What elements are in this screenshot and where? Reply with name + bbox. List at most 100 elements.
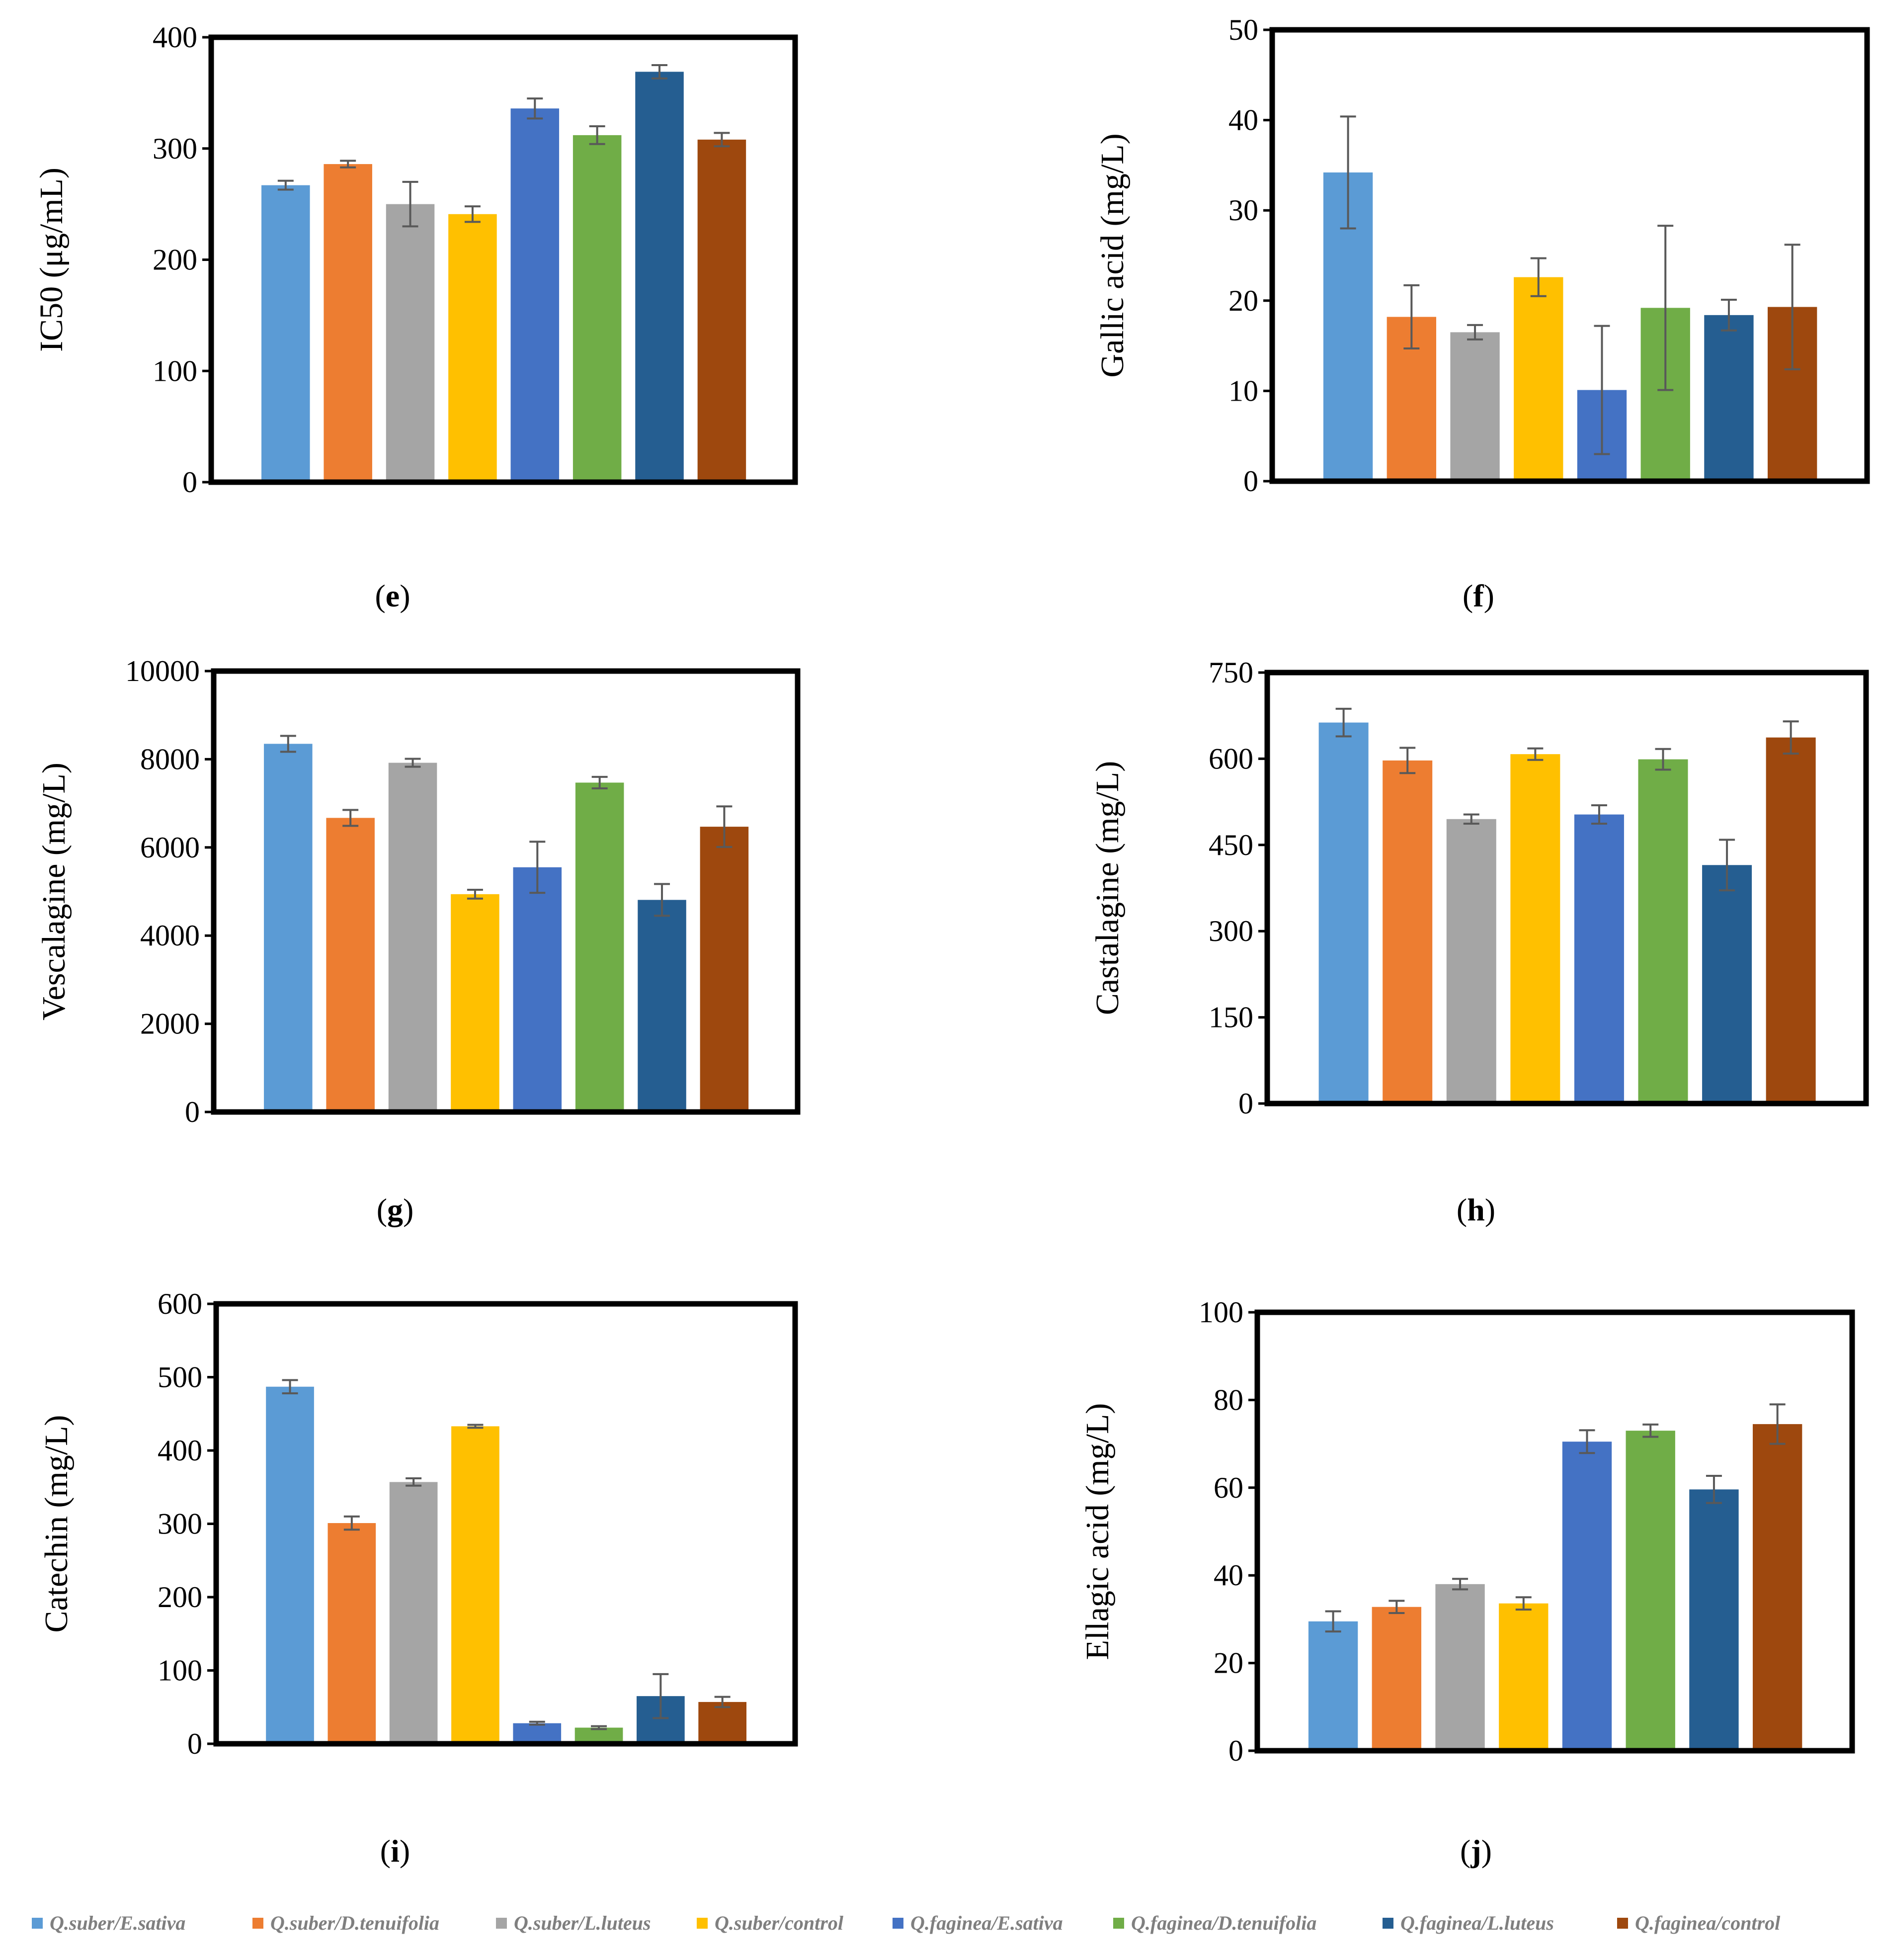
bar (697, 139, 746, 483)
y-tick-label: 10000 (125, 655, 200, 687)
bar (1752, 1424, 1802, 1751)
legend-swatch (1617, 1918, 1628, 1929)
legend-label: Q.faginea/D.tenuifolia (1131, 1912, 1316, 1934)
chart-panel-j: 0 20 40 60 80 100 Ellagic acid (mg/L) (j) (1079, 1296, 1855, 1869)
bar (1562, 1442, 1612, 1751)
bar (1318, 722, 1369, 1104)
bar (638, 900, 686, 1112)
bar (1766, 737, 1816, 1104)
y-tick-label: 80 (1214, 1383, 1243, 1416)
bar (1638, 759, 1688, 1104)
legend-swatch (893, 1918, 903, 1929)
y-tick-label: 400 (158, 1434, 202, 1467)
chart-panel-i: 0 100 200 300 400 500 600 Catechin (mg/L) (i) (38, 1287, 798, 1869)
bar (1372, 1607, 1422, 1751)
bar (1689, 1489, 1739, 1751)
legend-swatch (1383, 1918, 1393, 1929)
plot-frame (208, 34, 798, 485)
legend: Q.suber/E.sativa Q.suber/D.tenuifolia Q.… (32, 1912, 1781, 1934)
legend-label: Q.suber/D.tenuifolia (270, 1912, 439, 1934)
y-tick-label: 200 (153, 244, 197, 276)
legend-swatch (496, 1918, 507, 1929)
panel-label: (e) (375, 578, 410, 613)
y-axis-label: Catechin (mg/L) (38, 1415, 75, 1632)
legend-entry: Q.suber/E.sativa (32, 1912, 185, 1934)
bar (1446, 819, 1496, 1104)
bar (635, 72, 684, 483)
panel-label: (h) (1457, 1192, 1495, 1227)
bar (1626, 1431, 1675, 1751)
plot-frame (1269, 27, 1870, 484)
y-tick-label: 4000 (140, 919, 200, 952)
y-tick-label: 50 (1228, 13, 1258, 46)
legend-swatch (252, 1918, 263, 1929)
y-tick-label: 100 (1199, 1296, 1243, 1329)
legend-entry: Q.suber/control (697, 1912, 844, 1934)
bar (1574, 814, 1624, 1104)
y-tick-label: 60 (1214, 1471, 1243, 1504)
y-tick-label: 600 (1209, 742, 1253, 775)
y-tick-label: 8000 (140, 743, 200, 775)
y-tick-label: 0 (185, 1096, 200, 1128)
plot-frame (211, 668, 801, 1115)
bar (1308, 1621, 1358, 1751)
y-tick-label: 6000 (140, 831, 200, 864)
y-axis-label: Gallic acid (mg/L) (1094, 133, 1131, 377)
bar (324, 164, 372, 482)
legend-label: Q.suber/control (715, 1912, 844, 1934)
bar (266, 1386, 314, 1744)
bar (513, 1723, 562, 1744)
y-tick-label: 0 (182, 466, 197, 499)
chart-panel-g: 0 2000 4000 6000 8000 10000 Vescalagine (mg/L)… (36, 655, 801, 1227)
bar (698, 1702, 747, 1744)
y-tick-label: 300 (153, 132, 197, 165)
y-tick-label: 30 (1228, 194, 1258, 227)
bar (1702, 865, 1752, 1104)
legend-label: Q.suber/L.luteus (514, 1912, 651, 1934)
panel-label: (g) (377, 1192, 414, 1227)
plot-frame (1254, 1309, 1855, 1754)
legend-entry: Q.faginea/E.sativa (893, 1912, 1063, 1934)
bar (261, 185, 310, 482)
legend-swatch (697, 1918, 708, 1929)
y-tick-label: 600 (158, 1287, 202, 1320)
bar (510, 108, 560, 482)
bar (326, 818, 375, 1112)
bar (451, 1426, 499, 1744)
bar (1435, 1584, 1485, 1751)
y-axis-label: Ellagic acid (mg/L) (1079, 1403, 1116, 1660)
y-axis-label: Castalagine (mg/L) (1089, 761, 1126, 1015)
y-tick-label: 300 (158, 1508, 202, 1540)
legend-entry: Q.suber/D.tenuifolia (252, 1912, 439, 1934)
y-tick-label: 0 (1228, 1734, 1243, 1767)
y-tick-label: 100 (153, 354, 197, 387)
y-tick-label: 750 (1209, 656, 1253, 689)
bar (389, 1482, 438, 1744)
bar (575, 782, 624, 1112)
bar (1383, 760, 1433, 1104)
bar (327, 1523, 376, 1744)
y-tick-label: 2000 (140, 1008, 200, 1040)
plot-frame (213, 1301, 798, 1747)
y-tick-label: 20 (1228, 284, 1258, 317)
y-tick-label: 400 (153, 21, 197, 54)
legend-entry: Q.faginea/control (1617, 1912, 1781, 1934)
bar (1510, 754, 1560, 1104)
y-tick-label: 0 (1243, 465, 1258, 498)
legend-swatch (1113, 1918, 1124, 1929)
y-tick-label: 0 (187, 1727, 202, 1760)
y-tick-label: 20 (1214, 1647, 1243, 1680)
y-tick-label: 300 (1209, 915, 1253, 947)
chart-panel-h: 0 150 300 450 600 750 Castalagine (mg/L) (h) (1089, 656, 1869, 1227)
bar (700, 827, 749, 1112)
legend-entry: Q.faginea/D.tenuifolia (1113, 1912, 1316, 1934)
bar (1450, 332, 1500, 481)
chart-panel-f: 0 10 20 30 40 50 Gallic acid (mg/L) (f) (1094, 13, 1870, 613)
bar (1499, 1603, 1549, 1751)
bar (572, 135, 622, 482)
bar (264, 744, 313, 1112)
legend-label: Q.faginea/control (1635, 1912, 1781, 1934)
legend-label: Q.faginea/L.luteus (1400, 1912, 1554, 1934)
y-tick-label: 450 (1209, 829, 1253, 861)
